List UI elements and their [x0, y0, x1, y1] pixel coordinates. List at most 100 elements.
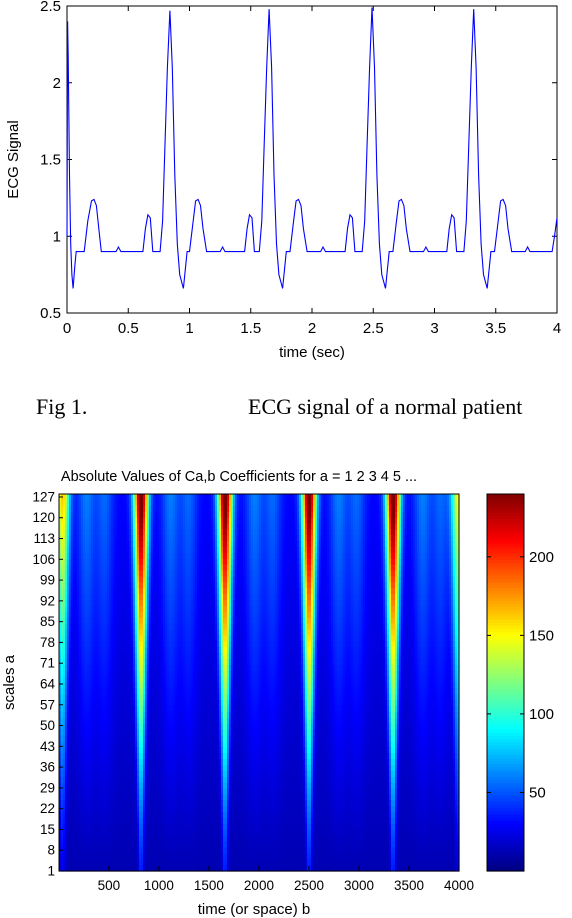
scalogram-cell: [247, 547, 250, 554]
scalogram-cell: [133, 564, 136, 572]
scalogram-cell: [433, 529, 436, 536]
scalogram-cell: [401, 535, 404, 542]
scalogram-cell: [309, 552, 312, 560]
scalogram-cell: [401, 558, 404, 566]
scalogram-cell: [303, 517, 306, 525]
scalogram-cell: [349, 517, 352, 525]
scalogram-cell: [319, 552, 322, 560]
scalogram-cell: [413, 535, 416, 542]
scalogram-cell: [359, 499, 362, 507]
scalogram-cell: [443, 523, 446, 530]
scalogram-cell: [319, 505, 322, 513]
scalogram-cell: [287, 541, 290, 548]
scalogram-cell: [371, 511, 374, 519]
scalogram-cell: [195, 511, 198, 519]
scalogram-cell: [155, 552, 158, 560]
scalogram-cell: [177, 552, 180, 560]
scalogram-cell: [379, 494, 382, 501]
scalogram-cell: [109, 547, 112, 554]
scalogram-cell: [325, 517, 328, 525]
scalogram-cell: [91, 541, 94, 548]
scalogram-cell: [431, 505, 434, 513]
scalogram-cell: [259, 505, 262, 513]
scalogram-cell: [159, 505, 162, 513]
scalogram-cell: [351, 558, 354, 566]
scalogram-cell: [427, 552, 430, 560]
scalogram-cell: [317, 511, 320, 519]
scalogram-cell: [453, 558, 456, 566]
scalogram-cell: [205, 523, 208, 530]
scalogram-cell: [109, 564, 112, 572]
scalogram-cell: [377, 499, 380, 507]
scalogram-cell: [449, 505, 452, 513]
scalogram-cell: [315, 558, 318, 566]
scalogram-cell: [119, 494, 122, 501]
scalogram-cell: [97, 564, 100, 572]
scalogram-cell: [363, 558, 366, 566]
scalogram-cell: [67, 511, 70, 519]
scalogram-cell: [155, 517, 158, 525]
scalogram-cell: [295, 499, 298, 507]
scalogram-cell: [191, 564, 194, 572]
scalogram-cell: [243, 523, 246, 530]
scalogram-cell: [289, 552, 292, 560]
scalogram-cell: [291, 511, 294, 519]
scalogram-cell: [161, 523, 164, 530]
scalogram-cell: [189, 511, 192, 519]
scalogram-cell: [195, 558, 198, 566]
scalogram-cell: [233, 499, 236, 507]
scalogram-cell: [61, 564, 64, 572]
scalogram-cell: [263, 541, 266, 548]
scalogram-cell: [369, 552, 372, 560]
scalogram-cell: [335, 499, 338, 507]
scalogram-cell: [321, 517, 324, 525]
scalogram-cell: [221, 552, 224, 560]
scalogram-cell: [139, 494, 142, 501]
scalogram-cell: [141, 494, 144, 501]
scalogram-cell: [249, 535, 252, 542]
scalogram-cell: [405, 494, 408, 501]
scalogram-cell: [123, 552, 126, 560]
ecg-x-tick-label: 3: [430, 320, 438, 337]
scalogram-cell: [209, 505, 212, 513]
scalogram-cell: [101, 535, 104, 542]
scalogram-cell: [151, 529, 154, 536]
scalogram-cell: [259, 547, 262, 554]
scalogram-cell: [215, 517, 218, 525]
scalogram-cell: [59, 523, 62, 530]
scalogram-cell: [395, 517, 398, 525]
scalogram-cell: [61, 541, 64, 548]
scalogram-cell: [271, 517, 274, 525]
scalogram-cell: [335, 517, 338, 525]
scalogram-cell: [303, 547, 306, 554]
scalogram-cell: [177, 535, 180, 542]
scalogram-cell: [259, 529, 262, 536]
scalogram-cell: [355, 505, 358, 513]
scalogram-cell: [181, 523, 184, 530]
scalogram-cell: [279, 494, 282, 501]
scalogram-cell: [367, 523, 370, 530]
scalogram-cell: [393, 511, 396, 519]
scalogram-cell: [177, 494, 180, 501]
scalogram-cell: [101, 523, 104, 530]
scalogram-cell: [415, 494, 418, 501]
scalogram-cell: [303, 558, 306, 566]
scalogram-cell: [369, 494, 372, 501]
scalogram-cell: [361, 552, 364, 560]
scalogram-cell: [337, 511, 340, 519]
scalogram-cell: [111, 547, 114, 554]
scalogram-cell: [441, 511, 444, 519]
scalogram-cell: [241, 535, 244, 542]
scalogram-cell: [261, 558, 264, 566]
scalogram-cell: [393, 541, 396, 548]
scalogram-cell: [197, 558, 200, 566]
scalogram-cell: [299, 535, 302, 542]
scalogram-cell: [331, 552, 334, 560]
scalogram-cell: [177, 511, 180, 519]
scalogram-cell: [211, 494, 214, 501]
ecg-x-tick-label: 2: [308, 320, 316, 337]
scalogram-cell: [93, 523, 96, 530]
scalogram-cell: [71, 564, 74, 572]
scalogram-cell: [67, 529, 70, 536]
scalogram-cell: [261, 535, 264, 542]
